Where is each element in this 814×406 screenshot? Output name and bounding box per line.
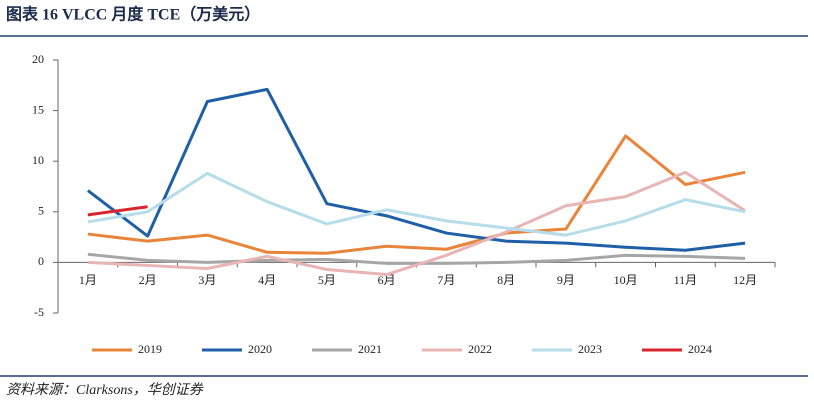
series-line xyxy=(87,134,746,255)
legend-label: 2021 xyxy=(358,342,382,356)
x-tick-label: 5月 xyxy=(318,273,336,287)
x-tick-label: 10月 xyxy=(614,273,638,287)
x-tick-label: 2月 xyxy=(139,273,157,287)
x-tick-label: 7月 xyxy=(437,273,455,287)
series-line xyxy=(87,205,148,217)
x-tick-label: 8月 xyxy=(497,273,515,287)
legend-label: 2022 xyxy=(468,342,492,356)
y-tick-label: 15 xyxy=(32,102,44,116)
x-tick-label: 9月 xyxy=(557,273,575,287)
y-tick-label: 20 xyxy=(32,52,44,66)
y-tick-label: 0 xyxy=(38,254,44,268)
legend-label: 2020 xyxy=(248,342,272,356)
x-tick-label: 6月 xyxy=(378,273,396,287)
legend-label: 2023 xyxy=(578,342,602,356)
x-tick-label: 12月 xyxy=(733,273,757,287)
legend-label: 2024 xyxy=(688,342,712,356)
source: 资料来源：Clarksons，华创证券 xyxy=(6,382,204,398)
y-tick-label: 5 xyxy=(38,204,44,218)
chart-title: 图表 16 VLCC 月度 TCE（万美元） xyxy=(6,5,260,24)
x-tick-label: 1月 xyxy=(79,273,97,287)
y-tick-label: -5 xyxy=(34,305,44,319)
x-tick-label: 11月 xyxy=(674,273,698,287)
series-line xyxy=(87,171,746,237)
x-tick-label: 3月 xyxy=(198,273,216,287)
y-tick-label: 10 xyxy=(32,153,44,167)
series-line xyxy=(87,170,746,277)
series-line xyxy=(86,87,746,252)
legend-label: 2019 xyxy=(138,342,162,356)
x-tick-label: 4月 xyxy=(258,273,276,287)
